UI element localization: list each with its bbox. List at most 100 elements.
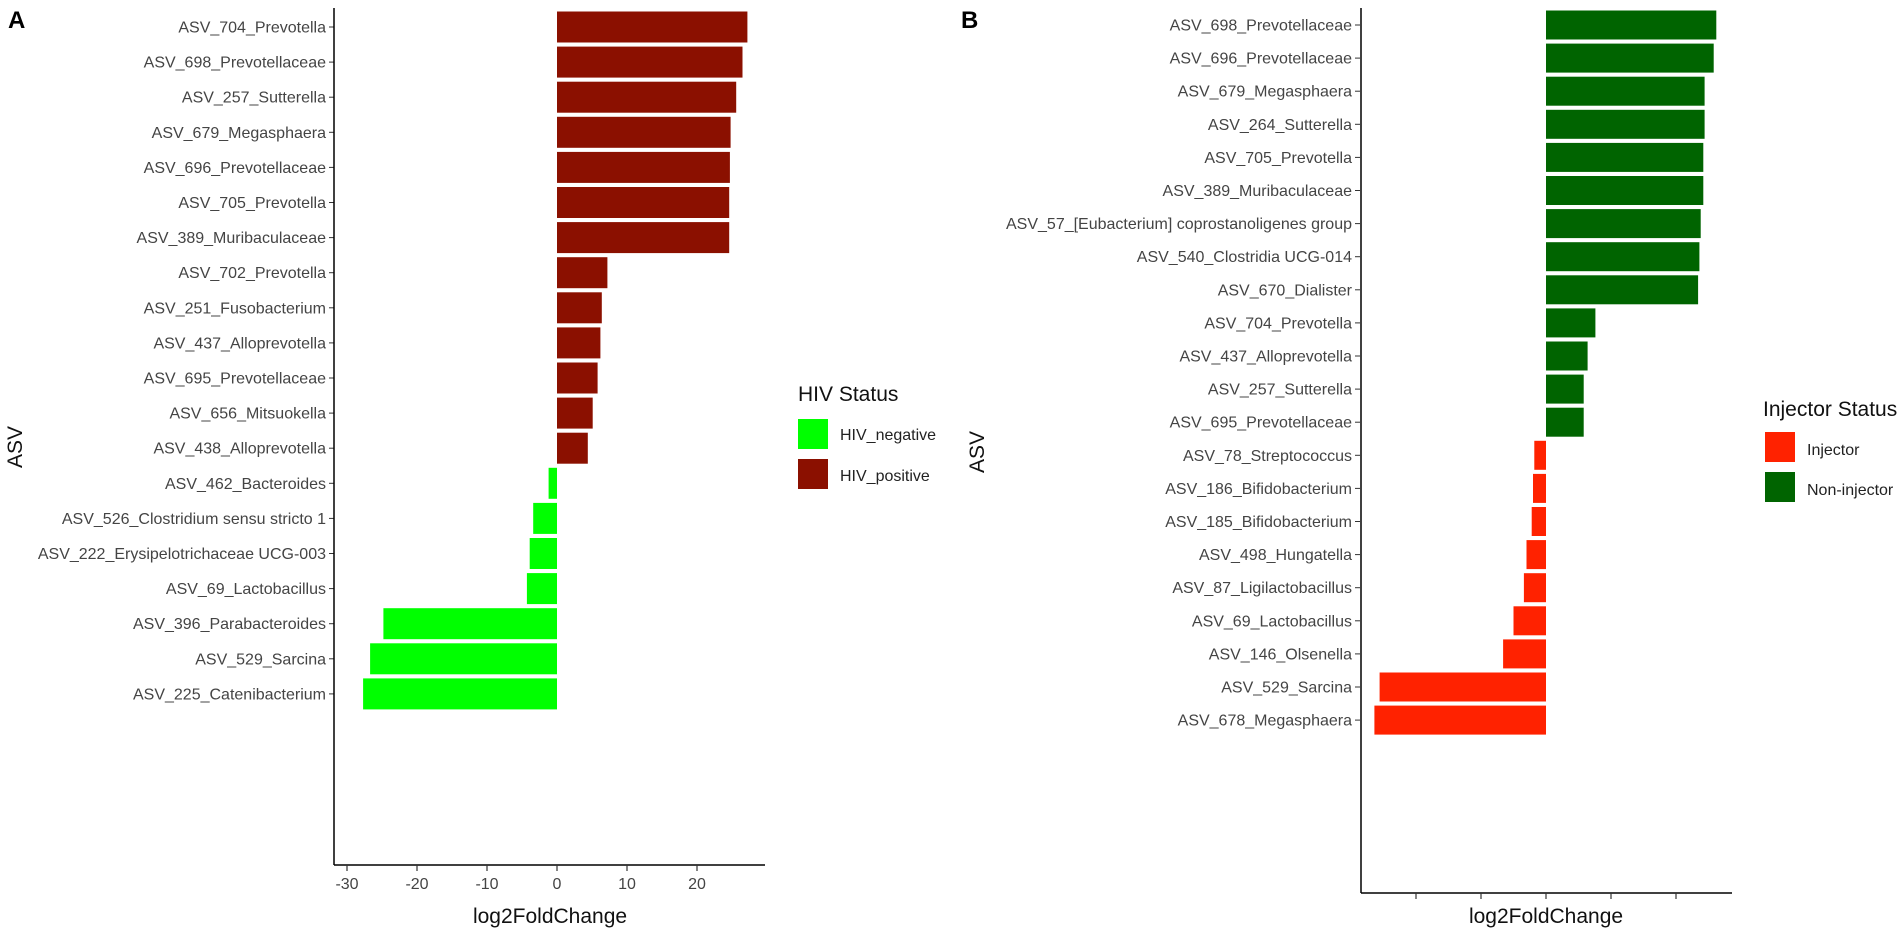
category-label-asv-678-megasphaera: ASV_678_Megasphaera bbox=[1178, 713, 1352, 730]
legend-label-hiv-negative: HIV_negative bbox=[840, 427, 936, 444]
category-label-asv-146-olsenella: ASV_146_Olsenella bbox=[1209, 646, 1352, 663]
category-label-asv-679-megasphaera: ASV_679_Megasphaera bbox=[152, 125, 326, 142]
bar-asv-705-prevotella bbox=[557, 187, 730, 218]
bar-asv-57-eubacterium-coprostanoligenes-group bbox=[1546, 209, 1701, 239]
category-label-asv-702-prevotella: ASV_702_Prevotella bbox=[178, 265, 326, 282]
bar-asv-78-streptococcus bbox=[1534, 440, 1546, 470]
bar-asv-670-dialister bbox=[1546, 275, 1699, 305]
panel-a-tag: A bbox=[8, 7, 25, 34]
panel-b: B ASV_698_Prevotellaceae ASV_696_Prevotel… bbox=[961, 7, 1897, 928]
bar-asv-69-lactobacillus bbox=[526, 573, 557, 605]
category-label-asv-695-prevotellaceae: ASV_695_Prevotellaceae bbox=[1170, 415, 1352, 432]
bar-asv-389-muribaculaceae bbox=[1546, 176, 1704, 205]
bar-asv-696-prevotellaceae bbox=[1546, 43, 1714, 73]
category-label-asv-389-muribaculaceae: ASV_389_Muribaculaceae bbox=[137, 230, 327, 247]
bar-asv-396-parabacteroides bbox=[383, 608, 557, 640]
x-tick-label-10: 10 bbox=[618, 876, 636, 893]
bar-asv-251-fusobacterium bbox=[557, 292, 602, 324]
category-label-asv-69-lactobacillus: ASV_69_Lactobacillus bbox=[1192, 613, 1352, 630]
bar-asv-526-clostridium-sensu-stricto-1 bbox=[533, 502, 557, 534]
bar-asv-698-prevotellaceae bbox=[557, 46, 743, 78]
category-label-asv-698-prevotellaceae: ASV_698_Prevotellaceae bbox=[1170, 18, 1352, 35]
bar-asv-704-prevotella bbox=[557, 11, 748, 43]
category-label-asv-698-prevotellaceae: ASV_698_Prevotellaceae bbox=[144, 55, 326, 72]
panel-a-legend: HIV Status HIV_negative HIV_positive bbox=[798, 383, 936, 489]
bar-asv-678-megasphaera bbox=[1374, 705, 1546, 735]
category-label-asv-185-bifidobacterium: ASV_185_Bifidobacterium bbox=[1165, 514, 1352, 531]
x-tick-label-20: 20 bbox=[688, 876, 706, 893]
bar-asv-257-sutterella bbox=[1546, 374, 1584, 404]
panel-b-tag: B bbox=[961, 7, 978, 34]
panel-a-legend-title: HIV Status bbox=[798, 383, 898, 406]
bar-asv-69-lactobacillus bbox=[1513, 606, 1546, 636]
category-label-asv-251-fusobacterium: ASV_251_Fusobacterium bbox=[144, 300, 326, 317]
bar-asv-679-megasphaera bbox=[1546, 76, 1705, 106]
legend-label-non-injector: Non-injector bbox=[1807, 482, 1894, 499]
category-label-asv-186-bifidobacterium: ASV_186_Bifidobacterium bbox=[1165, 481, 1352, 498]
category-label-asv-462-bacteroides: ASV_462_Bacteroides bbox=[165, 476, 326, 493]
bar-asv-702-prevotella bbox=[557, 257, 608, 289]
bar-asv-529-sarcina bbox=[370, 643, 557, 675]
category-label-asv-222-erysipelotrichaceae-ucg-003: ASV_222_Erysipelotrichaceae UCG-003 bbox=[38, 546, 326, 563]
x-tick-label-neg30: -30 bbox=[335, 876, 358, 893]
category-label-asv-529-sarcina: ASV_529_Sarcina bbox=[195, 651, 326, 668]
panel-a-y-axis-title: ASV bbox=[4, 426, 27, 468]
bar-asv-704-prevotella bbox=[1546, 308, 1596, 338]
bar-asv-695-prevotellaceae bbox=[557, 362, 598, 394]
category-label-asv-57-eubacterium-coprostanoligenes-group: ASV_57_[Eubacterium] coprostanoligenes g… bbox=[1006, 216, 1352, 233]
category-label-asv-257-sutterella: ASV_257_Sutterella bbox=[1208, 382, 1352, 399]
category-label-asv-704-prevotella: ASV_704_Prevotella bbox=[1204, 315, 1352, 332]
category-label-asv-438-alloprevotella: ASV_438_Alloprevotella bbox=[153, 441, 326, 458]
category-label-asv-695-prevotellaceae: ASV_695_Prevotellaceae bbox=[144, 371, 326, 388]
bar-asv-679-megasphaera bbox=[557, 116, 731, 148]
legend-label-hiv-positive: HIV_positive bbox=[840, 468, 930, 485]
bar-asv-146-olsenella bbox=[1503, 639, 1546, 669]
panel-a-x-axis-title: log2FoldChange bbox=[473, 905, 627, 928]
bar-asv-462-bacteroides bbox=[548, 467, 557, 499]
legend-swatch-injector bbox=[1765, 432, 1795, 462]
bar-asv-437-alloprevotella bbox=[1546, 341, 1588, 371]
x-tick-label-neg20: -20 bbox=[405, 876, 428, 893]
category-label-asv-705-prevotella: ASV_705_Prevotella bbox=[1204, 150, 1352, 167]
bar-asv-185-bifidobacterium bbox=[1531, 507, 1546, 536]
bar-asv-498-hungatella bbox=[1526, 540, 1546, 570]
bar-asv-186-bifidobacterium bbox=[1533, 473, 1546, 503]
category-label-asv-69-lactobacillus: ASV_69_Lactobacillus bbox=[166, 581, 326, 598]
category-label-asv-670-dialister: ASV_670_Dialister bbox=[1218, 282, 1353, 299]
category-label-asv-704-prevotella: ASV_704_Prevotella bbox=[178, 20, 326, 37]
legend-swatch-hiv-positive bbox=[798, 459, 828, 489]
bar-asv-540-clostridia-ucg-014 bbox=[1546, 242, 1700, 272]
category-label-asv-264-sutterella: ASV_264_Sutterella bbox=[1208, 117, 1352, 134]
category-label-asv-87-ligilactobacillus: ASV_87_Ligilactobacillus bbox=[1172, 580, 1352, 597]
bar-asv-696-prevotellaceae bbox=[557, 151, 730, 183]
legend-swatch-hiv-negative bbox=[798, 419, 828, 449]
category-label-asv-526-clostridium-sensu-stricto-1: ASV_526_Clostridium sensu stricto 1 bbox=[62, 511, 326, 528]
bar-asv-438-alloprevotella bbox=[557, 432, 588, 464]
panel-b-x-axis-title: log2FoldChange bbox=[1469, 905, 1623, 928]
x-tick-label-neg10: -10 bbox=[475, 876, 498, 893]
bar-asv-695-prevotellaceae bbox=[1546, 407, 1584, 437]
bar-asv-222-erysipelotrichaceae-ucg-003 bbox=[529, 538, 557, 569]
category-label-asv-529-sarcina: ASV_529_Sarcina bbox=[1221, 680, 1352, 697]
category-label-asv-437-alloprevotella: ASV_437_Alloprevotella bbox=[1179, 349, 1352, 366]
category-label-asv-696-prevotellaceae: ASV_696_Prevotellaceae bbox=[144, 160, 326, 177]
legend-label-injector: Injector bbox=[1807, 442, 1860, 459]
x-tick-label-0: 0 bbox=[553, 876, 562, 893]
category-label-asv-225-catenibacterium: ASV_225_Catenibacterium bbox=[133, 686, 326, 703]
category-label-asv-78-streptococcus: ASV_78_Streptococcus bbox=[1183, 448, 1352, 465]
category-label-asv-705-prevotella: ASV_705_Prevotella bbox=[178, 195, 326, 212]
bar-asv-225-catenibacterium bbox=[363, 678, 557, 710]
bar-asv-698-prevotellaceae bbox=[1546, 10, 1717, 40]
bar-asv-257-sutterella bbox=[557, 81, 737, 113]
category-label-asv-498-hungatella: ASV_498_Hungatella bbox=[1199, 547, 1352, 564]
panel-b-legend: Injector Status Injector Non-injector bbox=[1763, 398, 1897, 502]
bar-asv-437-alloprevotella bbox=[557, 327, 601, 359]
category-label-asv-696-prevotellaceae: ASV_696_Prevotellaceae bbox=[1170, 51, 1352, 68]
bar-asv-87-ligilactobacillus bbox=[1523, 573, 1546, 603]
bar-asv-529-sarcina bbox=[1379, 672, 1546, 702]
category-label-asv-540-clostridia-ucg-014: ASV_540_Clostridia UCG-014 bbox=[1137, 249, 1352, 266]
bar-asv-705-prevotella bbox=[1546, 142, 1704, 172]
category-label-asv-656-mitsuokella: ASV_656_Mitsuokella bbox=[169, 406, 326, 423]
bar-asv-389-muribaculaceae bbox=[557, 222, 730, 254]
